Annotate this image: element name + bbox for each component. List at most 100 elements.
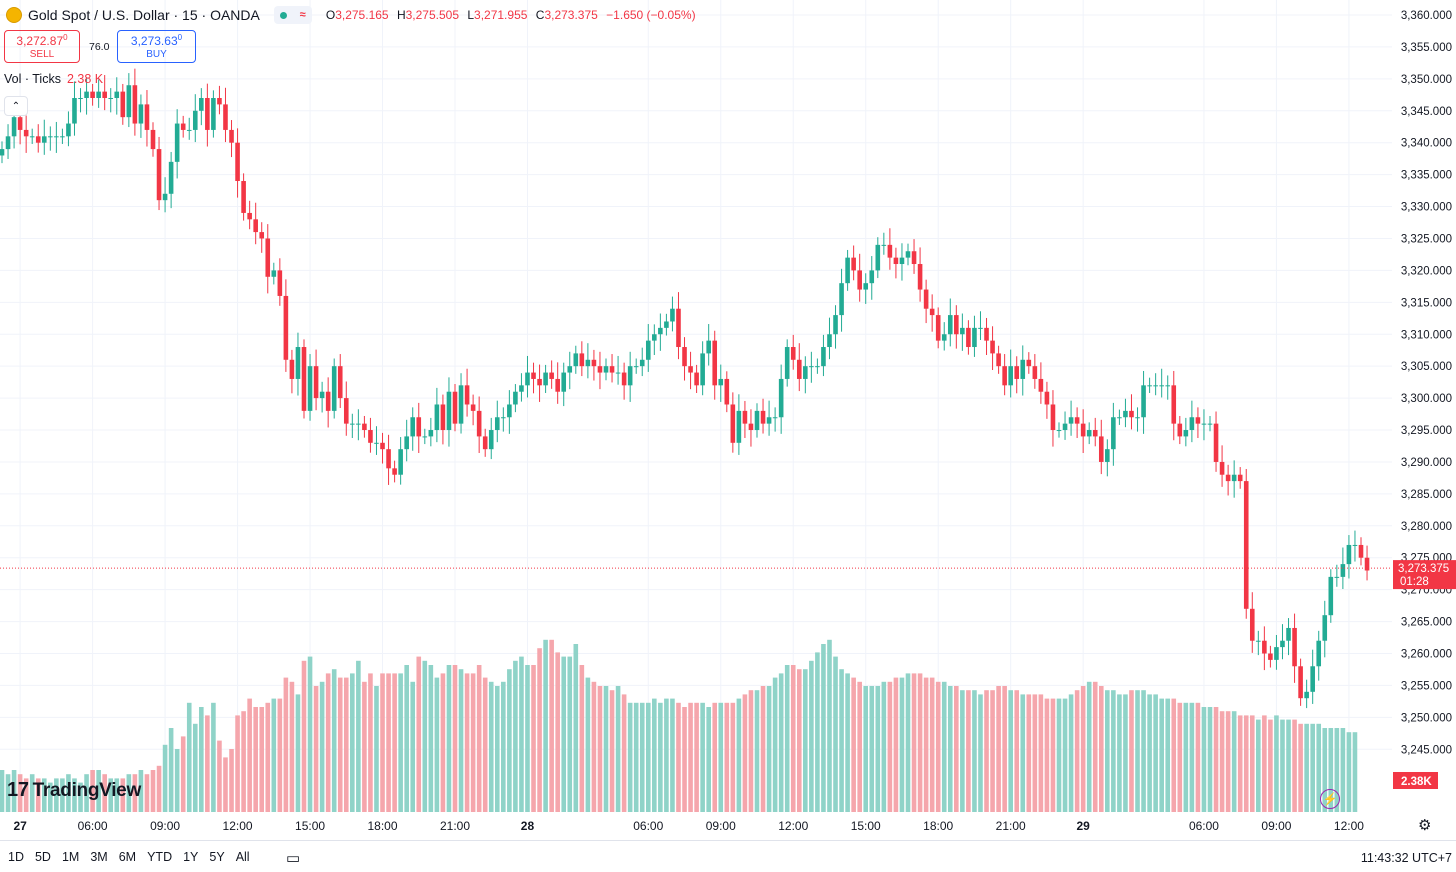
candle-body xyxy=(597,366,603,373)
volume-bar xyxy=(259,707,265,812)
x-tick-label: 18:00 xyxy=(923,819,953,833)
clock-readout[interactable]: 11:43:32 UTC+7 xyxy=(1360,851,1452,865)
candle-body xyxy=(440,404,446,431)
volume-bar xyxy=(960,690,965,812)
y-tick-label: 3,290.000 xyxy=(1401,457,1452,469)
volume-bar xyxy=(591,681,597,812)
candle-body xyxy=(301,347,307,411)
volume-bar xyxy=(748,690,754,812)
volume-bar xyxy=(162,744,168,812)
calendar-range-icon[interactable]: ▭ xyxy=(286,850,301,867)
candle-body xyxy=(211,98,216,130)
volume-bar xyxy=(875,686,881,812)
price-chart[interactable]: 3,360.000 3,355.000 3,350.000 3,345.000 3,34… xyxy=(0,0,1456,840)
range-3m[interactable]: 3M xyxy=(90,850,108,864)
spread-value: 76.0 xyxy=(89,41,110,53)
volume-bar xyxy=(809,660,814,812)
market-status[interactable]: ≈ xyxy=(273,6,312,24)
volume-bar xyxy=(543,639,548,812)
candle-body xyxy=(235,142,240,182)
candle-body xyxy=(416,417,422,437)
ohlc-key: L xyxy=(467,8,475,22)
volume-bar xyxy=(887,681,893,812)
symbol-title[interactable]: Gold Spot / U.S. Dollar · 15 · OANDA xyxy=(28,7,260,23)
lightning-icon[interactable]: ⚡ xyxy=(1320,789,1340,809)
candle-body xyxy=(1225,474,1231,482)
candle-body xyxy=(1129,410,1134,418)
volume-bar xyxy=(688,702,693,812)
candle-body xyxy=(1207,423,1213,425)
y-tick-label: 3,315.000 xyxy=(1401,297,1452,309)
y-tick-label: 3,340.000 xyxy=(1401,138,1452,150)
sell-button[interactable]: 3,272.870 SELL xyxy=(4,30,80,63)
range-1m[interactable]: 1M xyxy=(61,850,80,864)
volume-bar xyxy=(1207,707,1213,812)
candle-body xyxy=(1310,666,1315,692)
range-1d[interactable]: 1D xyxy=(8,850,24,864)
volume-bar xyxy=(350,673,355,812)
ohlc-open: 3,275.165 xyxy=(335,8,389,22)
buy-button[interactable]: 3,273.630 BUY xyxy=(117,30,196,63)
volume-bar xyxy=(899,677,905,812)
volume-bar xyxy=(947,686,953,812)
candle-body xyxy=(941,334,947,341)
x-tick-label: 21:00 xyxy=(996,819,1026,833)
range-ytd[interactable]: YTD xyxy=(147,850,173,864)
candle-body xyxy=(1026,359,1032,367)
candle-body xyxy=(766,417,772,424)
volume-bar xyxy=(664,698,669,812)
volume-bar xyxy=(277,698,283,812)
candle-body xyxy=(488,430,494,450)
volume-legend[interactable]: Vol · Ticks 2.38 K xyxy=(4,72,103,86)
candle-body xyxy=(857,270,862,290)
volume-bar xyxy=(199,707,204,812)
volume-bar xyxy=(1298,723,1303,812)
volume-bar xyxy=(754,690,760,812)
volume-bar xyxy=(700,702,705,812)
current-price-label: 3,273.375 xyxy=(1398,563,1449,575)
buy-price: 3,273.63 xyxy=(130,34,178,48)
volume-bar xyxy=(911,673,917,812)
candle-body xyxy=(966,327,971,348)
volume-bar xyxy=(66,774,71,812)
collapse-legend-button[interactable]: ⌃ xyxy=(4,96,28,116)
ohlc-change: −1.650 (−0.05%) xyxy=(606,8,696,22)
y-tick-label: 3,325.000 xyxy=(1401,233,1452,245)
candle-body xyxy=(513,391,518,405)
range-5d[interactable]: 5D xyxy=(34,850,51,864)
y-tick-label: 3,360.000 xyxy=(1401,10,1452,22)
ohlc-key: H xyxy=(396,8,406,22)
y-tick-label: 3,295.000 xyxy=(1401,425,1452,437)
candle-body xyxy=(1105,449,1110,462)
volume-bar xyxy=(1026,694,1032,812)
range-all[interactable]: All xyxy=(235,850,250,864)
volume-bar xyxy=(126,774,132,812)
candle-body xyxy=(126,85,132,118)
settings-gear-icon[interactable]: ⚙ xyxy=(1418,817,1432,834)
volume-bar xyxy=(138,770,144,812)
range-1y[interactable]: 1Y xyxy=(183,850,199,864)
candle-body xyxy=(120,91,126,118)
x-tick-label: 29 xyxy=(1076,819,1090,833)
candle-body xyxy=(138,104,144,124)
volume-bar xyxy=(682,707,687,812)
volume-bar xyxy=(114,778,120,812)
volume-bar xyxy=(1237,715,1243,812)
volume-bar xyxy=(724,702,730,812)
candle-body xyxy=(1358,544,1364,558)
volume-bar xyxy=(778,673,784,812)
volume-bar xyxy=(609,690,615,812)
countdown-label: 01:28 xyxy=(1400,576,1429,588)
volume-bar xyxy=(1092,681,1098,812)
volume-bar xyxy=(633,702,639,812)
range-6m[interactable]: 6M xyxy=(118,850,137,864)
volume-bar xyxy=(935,681,941,812)
x-tick-label: 06:00 xyxy=(633,819,663,833)
volume-bar xyxy=(796,669,802,812)
tradingview-logo[interactable]: 17 TradingView xyxy=(7,779,141,802)
volume-bar xyxy=(54,778,59,812)
volume-bar xyxy=(5,774,11,812)
range-5y[interactable]: 5Y xyxy=(209,850,225,864)
candle-body xyxy=(899,257,905,265)
x-tick-label: 06:00 xyxy=(1189,819,1219,833)
